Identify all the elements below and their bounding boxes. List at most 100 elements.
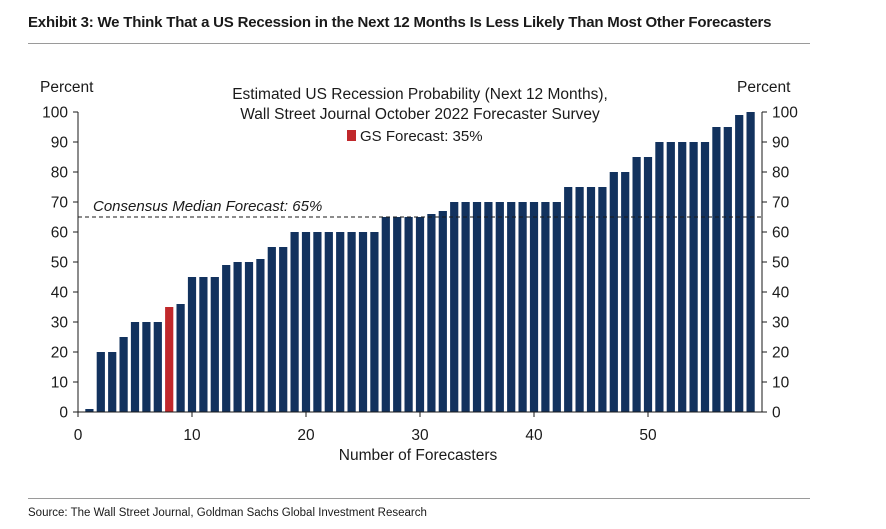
forecaster-bar [119, 337, 128, 412]
forecaster-bar [222, 265, 231, 412]
forecaster-bar [427, 214, 436, 412]
forecaster-bar [518, 202, 527, 412]
forecaster-bar [598, 187, 607, 412]
forecaster-bar [336, 232, 345, 412]
forecaster-bar [621, 172, 630, 412]
forecaster-bar [564, 187, 573, 412]
forecaster-bar [472, 202, 482, 412]
forecaster-bar [415, 217, 425, 412]
y-tick-label-left: 40 [51, 285, 69, 302]
forecaster-bar [176, 304, 185, 412]
forecaster-bar [233, 262, 242, 412]
exhibit-title: Exhibit 3: We Think That a US Recession … [28, 14, 772, 31]
forecaster-bar [108, 352, 117, 412]
forecaster-bar [586, 187, 596, 412]
forecaster-bar [244, 262, 254, 412]
x-tick-label: 30 [411, 427, 429, 444]
y-axis-label-left: Percent [40, 79, 94, 96]
y-tick-label-right: 100 [772, 105, 798, 122]
chart-title: Estimated US Recession Probability (Next… [232, 86, 608, 103]
forecaster-bar [735, 115, 744, 412]
forecaster-bar [689, 142, 698, 412]
forecaster-bar [393, 217, 402, 412]
forecaster-bar [199, 277, 208, 412]
x-tick-label: 0 [74, 427, 83, 444]
forecaster-bar [324, 232, 333, 412]
y-tick-label-right: 70 [772, 195, 790, 212]
forecaster-bar [507, 202, 516, 412]
top-divider [28, 43, 810, 44]
legend-swatch [347, 130, 356, 141]
forecaster-bar [142, 322, 151, 412]
forecaster-bar [85, 409, 94, 412]
forecaster-bar [301, 232, 311, 412]
forecaster-bar [461, 202, 470, 412]
recession-probability-chart: Estimated US Recession Probability (Next… [40, 79, 798, 464]
forecaster-bar [130, 322, 140, 412]
forecaster-bar [347, 232, 356, 412]
forecaster-bar [450, 202, 459, 412]
forecaster-bar [575, 187, 584, 412]
x-axis-label: Number of Forecasters [339, 447, 498, 464]
y-tick-label-right: 80 [772, 165, 790, 182]
forecaster-bar [632, 157, 641, 412]
legend-label: GS Forecast: 35% [360, 128, 483, 145]
y-tick-label-left: 70 [51, 195, 69, 212]
y-tick-label-right: 10 [772, 375, 790, 392]
forecaster-bar [643, 157, 653, 412]
forecaster-bar [96, 352, 105, 412]
y-tick-label-right: 60 [772, 225, 790, 242]
y-tick-label-right: 30 [772, 315, 790, 332]
forecaster-bar [404, 217, 413, 412]
consensus-median-label: Consensus Median Forecast: 65% [93, 198, 322, 215]
y-tick-label-left: 80 [51, 165, 69, 182]
forecaster-bar [495, 202, 504, 412]
forecaster-bar [552, 202, 561, 412]
forecaster-bar [153, 322, 162, 412]
y-tick-label-right: 20 [772, 345, 790, 362]
y-tick-label-left: 10 [51, 375, 69, 392]
forecaster-bar [655, 142, 664, 412]
y-tick-label-right: 0 [772, 405, 781, 422]
forecaster-bar [210, 277, 219, 412]
y-tick-label-left: 0 [59, 405, 68, 422]
forecaster-bar [723, 127, 732, 412]
source-note: Source: The Wall Street Journal, Goldman… [28, 507, 427, 519]
forecaster-bar [484, 202, 493, 412]
forecaster-bar [267, 247, 276, 412]
forecaster-bar [666, 142, 675, 412]
forecaster-bar [609, 172, 618, 412]
forecaster-bar [438, 211, 447, 412]
y-tick-label-left: 90 [51, 135, 69, 152]
x-tick-label: 20 [297, 427, 315, 444]
bottom-divider [28, 498, 810, 499]
forecaster-bar [700, 142, 710, 412]
x-tick-label: 50 [639, 427, 657, 444]
x-tick-label: 10 [183, 427, 201, 444]
forecaster-bar [256, 259, 265, 412]
y-tick-label-right: 50 [772, 255, 790, 272]
forecaster-bar [187, 277, 197, 412]
chart-subtitle: Wall Street Journal October 2022 Forecas… [240, 106, 600, 123]
y-tick-label-right: 40 [772, 285, 790, 302]
forecaster-bar [358, 232, 368, 412]
gs-forecast-bar [165, 307, 174, 412]
y-tick-label-left: 100 [42, 105, 68, 122]
forecaster-bar [712, 127, 721, 412]
y-tick-label-left: 30 [51, 315, 69, 332]
x-tick-label: 40 [525, 427, 543, 444]
forecaster-bar [529, 202, 539, 412]
forecaster-bar [290, 232, 299, 412]
forecaster-bar [370, 232, 379, 412]
y-tick-label-right: 90 [772, 135, 790, 152]
y-tick-label-left: 60 [51, 225, 69, 242]
y-axis-label-right: Percent [737, 79, 791, 96]
forecaster-bar [678, 142, 687, 412]
forecaster-bar [746, 112, 755, 412]
forecaster-bar [381, 217, 390, 412]
forecaster-bar [313, 232, 322, 412]
forecaster-bar [541, 202, 550, 412]
y-tick-label-left: 50 [51, 255, 69, 272]
y-tick-label-left: 20 [51, 345, 69, 362]
forecaster-bar [279, 247, 288, 412]
